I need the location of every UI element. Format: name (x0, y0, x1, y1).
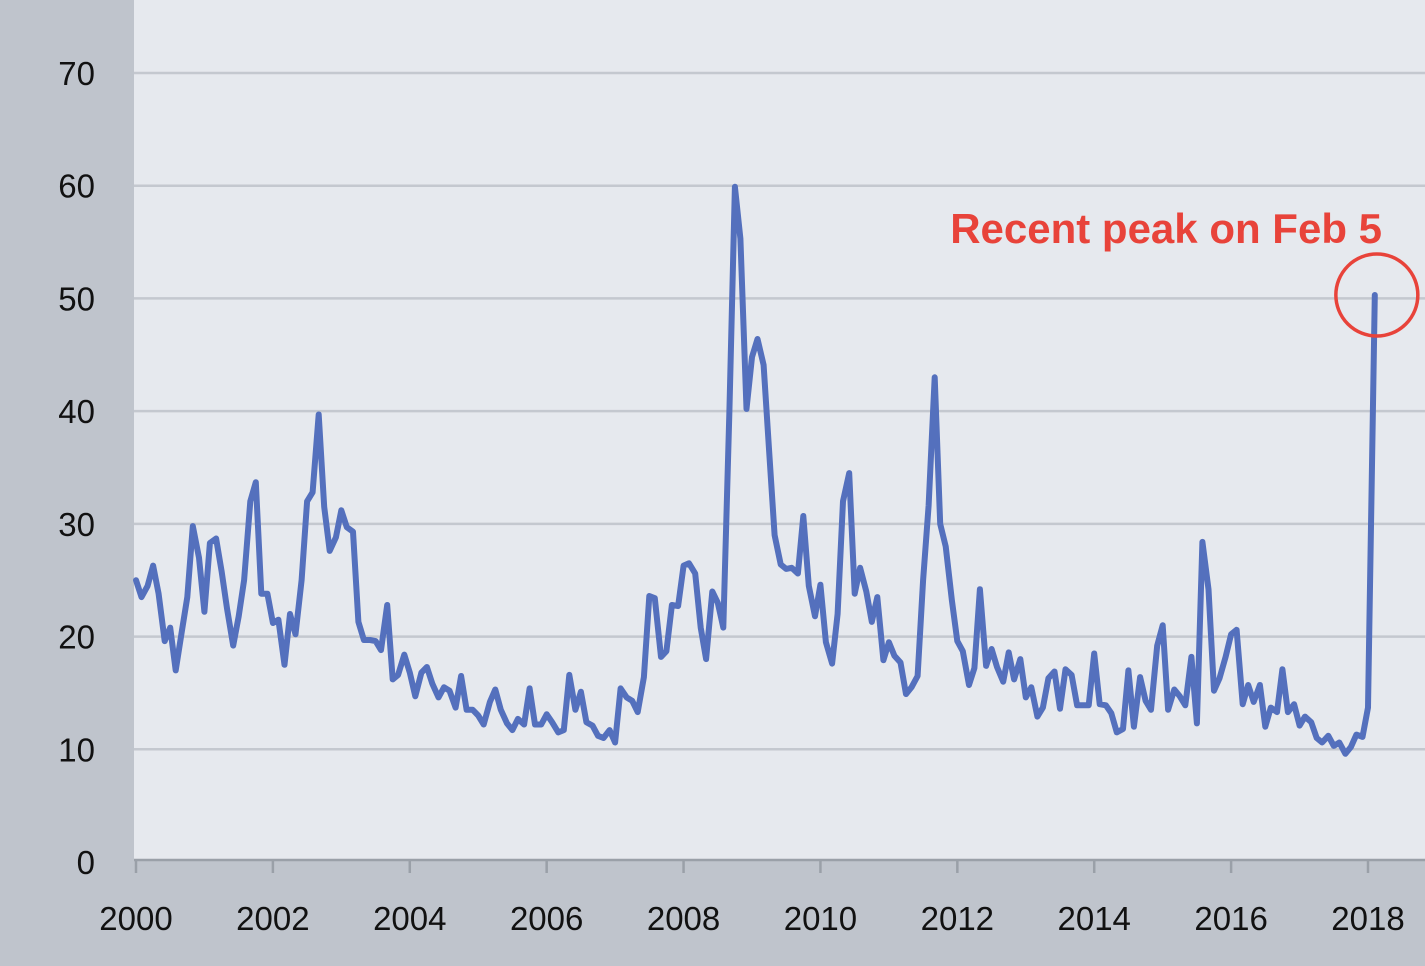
y-tick-label-50: 50 (58, 280, 95, 317)
y-tick-label-60: 60 (58, 168, 95, 205)
x-tick-label-2004: 2004 (373, 900, 446, 937)
x-tick-label-2006: 2006 (510, 900, 583, 937)
x-tick-label-2016: 2016 (1194, 900, 1267, 937)
annotations: Recent peak on Feb 5 (950, 205, 1420, 338)
series-line-0 (133, 183, 1378, 757)
x-tick-label-2012: 2012 (921, 900, 994, 937)
y-tick-label-30: 30 (58, 506, 95, 543)
plot-area (134, 0, 1425, 860)
y-tick-label-0: 0 (77, 844, 95, 881)
gridlines (134, 71, 1425, 751)
x-tick-label-2000: 2000 (99, 900, 172, 937)
x-tick-label-2010: 2010 (784, 900, 857, 937)
peak-highlight-circle (1334, 252, 1420, 338)
x-tick-label-2008: 2008 (647, 900, 720, 937)
x-tick-label-2002: 2002 (236, 900, 309, 937)
axes: 0 10 20 30 40 50 60 70 2000 2002 2004 2006 2008 2010 2… (58, 55, 1425, 937)
x-tick-label-2014: 2014 (1058, 900, 1131, 937)
y-tick-label-40: 40 (58, 393, 95, 430)
x-tick-label-2018: 2018 (1331, 900, 1404, 937)
series-layer (133, 183, 1378, 757)
y-tick-label-20: 20 (58, 619, 95, 656)
peak-annotation-label: Recent peak on Feb 5 (950, 205, 1382, 252)
y-tick-label-70: 70 (58, 55, 95, 92)
y-tick-label-10: 10 (58, 731, 95, 768)
